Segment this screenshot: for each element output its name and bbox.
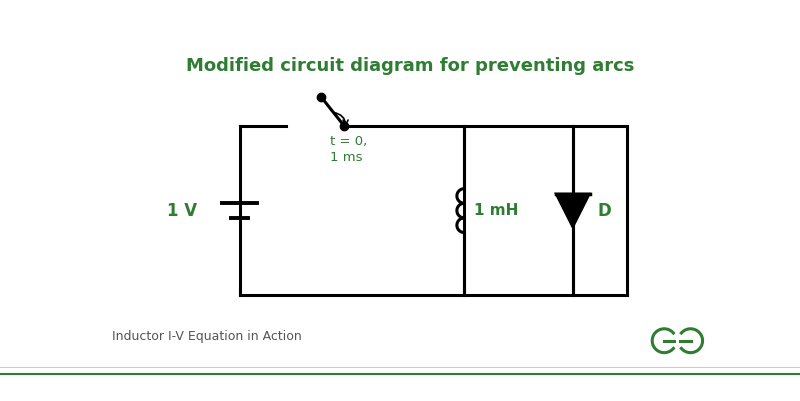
Text: t = 0,
1 ms: t = 0, 1 ms [330, 135, 367, 164]
Text: 1 mH: 1 mH [474, 203, 518, 218]
Text: Modified circuit diagram for preventing arcs: Modified circuit diagram for preventing … [186, 57, 634, 75]
Text: Inductor I-V Equation in Action: Inductor I-V Equation in Action [112, 330, 302, 343]
FancyArrowPatch shape [333, 112, 348, 125]
Text: D: D [598, 202, 611, 220]
Text: 1 V: 1 V [166, 202, 197, 220]
Polygon shape [556, 194, 590, 227]
